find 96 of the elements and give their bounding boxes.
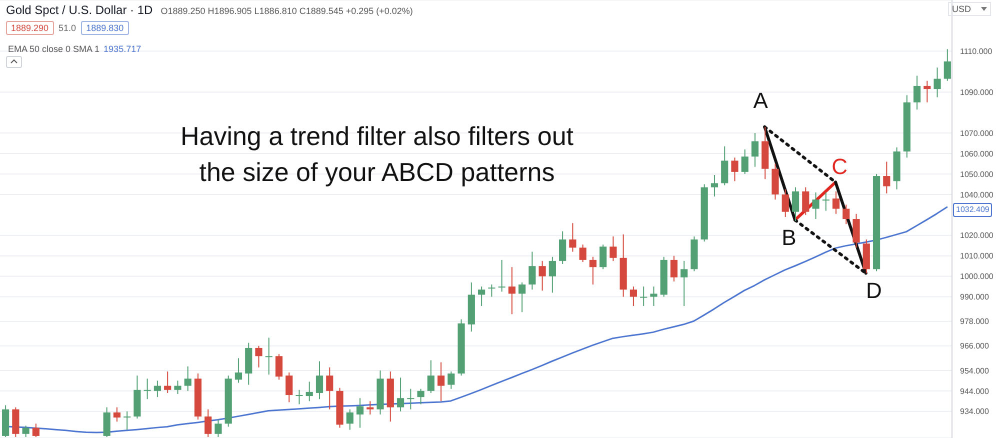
annotation: 1889.830	[81, 21, 129, 35]
candlestick	[396, 377, 404, 412]
candlestick	[144, 378, 151, 400]
annotation: O1889.250 H1896.905 L1886.810 C1889.545 +0.295 (+0.02%)	[160, 6, 413, 16]
candlestick	[407, 388, 414, 410]
text: EMA 50 close 0 SMA 1	[8, 44, 100, 54]
candlestick	[751, 132, 759, 168]
annotation: B	[780, 225, 798, 252]
y-tick-label: 1000.000	[960, 272, 994, 282]
candlestick	[741, 148, 748, 174]
chart-title: Gold Spct / U.S. Dollar · 1D	[6, 3, 153, 17]
candlestick	[265, 337, 272, 376]
y-tick-label: 1010.000	[960, 252, 994, 261]
candlestick	[488, 284, 496, 298]
candlestick	[802, 186, 810, 216]
annotation: A	[752, 88, 769, 114]
y-tick-label: 1060.000	[960, 149, 994, 158]
candlestick	[842, 204, 850, 225]
candlestick	[600, 244, 607, 270]
annotation: D	[864, 278, 883, 304]
candlestick	[822, 192, 830, 212]
candlestick	[478, 286, 486, 306]
y-tick-label: 1070.000	[960, 128, 994, 138]
candlestick	[296, 389, 303, 405]
candlestick	[579, 244, 586, 262]
candlestick	[792, 186, 800, 222]
candlestick	[214, 419, 222, 438]
candlestick	[528, 251, 536, 290]
candlestick	[508, 266, 516, 315]
y-tick-label: 1090.000	[960, 88, 994, 97]
candlestick	[417, 388, 424, 405]
candlestick	[913, 75, 921, 110]
candlestick	[184, 366, 192, 392]
annotation: 1935.717	[104, 44, 142, 54]
candlestick	[32, 423, 40, 438]
candlestick	[234, 358, 242, 384]
candlestick	[427, 360, 434, 394]
annotation: 1889.290	[6, 21, 54, 35]
candlestick	[650, 286, 658, 306]
candlestick	[589, 256, 596, 285]
candlestick	[437, 362, 445, 402]
annotation: 51.0	[58, 23, 76, 33]
annotation: USD	[952, 4, 971, 14]
candlestick	[934, 67, 941, 98]
candlestick	[346, 408, 354, 430]
candlestick	[518, 282, 526, 313]
candlestick	[710, 174, 718, 197]
candlestick	[559, 230, 566, 265]
y-tick-label: 934.000	[960, 407, 990, 416]
candlestick	[22, 425, 30, 438]
y-tick-label: 978.000	[960, 317, 990, 326]
annotation: Having a trend filter also filters out the size of your ABCD patterns	[179, 120, 575, 189]
candlestick	[164, 370, 172, 394]
candlestick	[610, 236, 617, 262]
y-tick-label: 954.000	[960, 366, 990, 376]
candlestick	[852, 213, 860, 248]
annotation: 1032.409	[953, 202, 992, 217]
candlestick	[670, 255, 678, 282]
candlestick	[548, 256, 556, 294]
candlestick	[174, 380, 182, 394]
candlestick	[944, 48, 951, 82]
candlestick	[640, 286, 648, 306]
candlestick	[103, 406, 110, 438]
candlestick	[113, 406, 120, 422]
y-tick-label: 1050.000	[960, 170, 994, 179]
candlestick	[356, 398, 364, 428]
candlestick	[286, 372, 293, 403]
candlestick	[204, 408, 212, 438]
candlestick	[782, 188, 789, 218]
candlestick	[498, 259, 506, 292]
candlestick	[680, 260, 688, 306]
candlestick	[832, 190, 840, 214]
candlestick	[812, 192, 820, 220]
y-tick-label: 1020.000	[960, 231, 994, 240]
candlestick	[883, 161, 890, 194]
candlestick	[316, 360, 324, 400]
y-tick-label: 1040.000	[960, 190, 994, 200]
candlestick	[731, 157, 738, 182]
y-tick-label: 1110.000	[960, 47, 993, 56]
candlestick	[366, 400, 374, 415]
candlestick	[630, 286, 638, 306]
candlestick	[275, 354, 283, 380]
y-tick-label: 966.000	[960, 342, 990, 351]
annotation: C	[830, 154, 848, 180]
candlestick	[538, 260, 546, 292]
candlestick	[721, 146, 728, 186]
y-tick-label: 944.000	[960, 386, 990, 396]
candlestick	[255, 345, 262, 368]
candlestick	[306, 381, 313, 402]
candlestick	[924, 80, 931, 103]
candlestick	[448, 370, 455, 390]
y-tick-label: 990.000	[960, 292, 990, 302]
candlestick	[124, 410, 131, 430]
candlestick	[326, 366, 334, 410]
candlestick	[154, 380, 162, 398]
candlestick	[569, 222, 576, 252]
